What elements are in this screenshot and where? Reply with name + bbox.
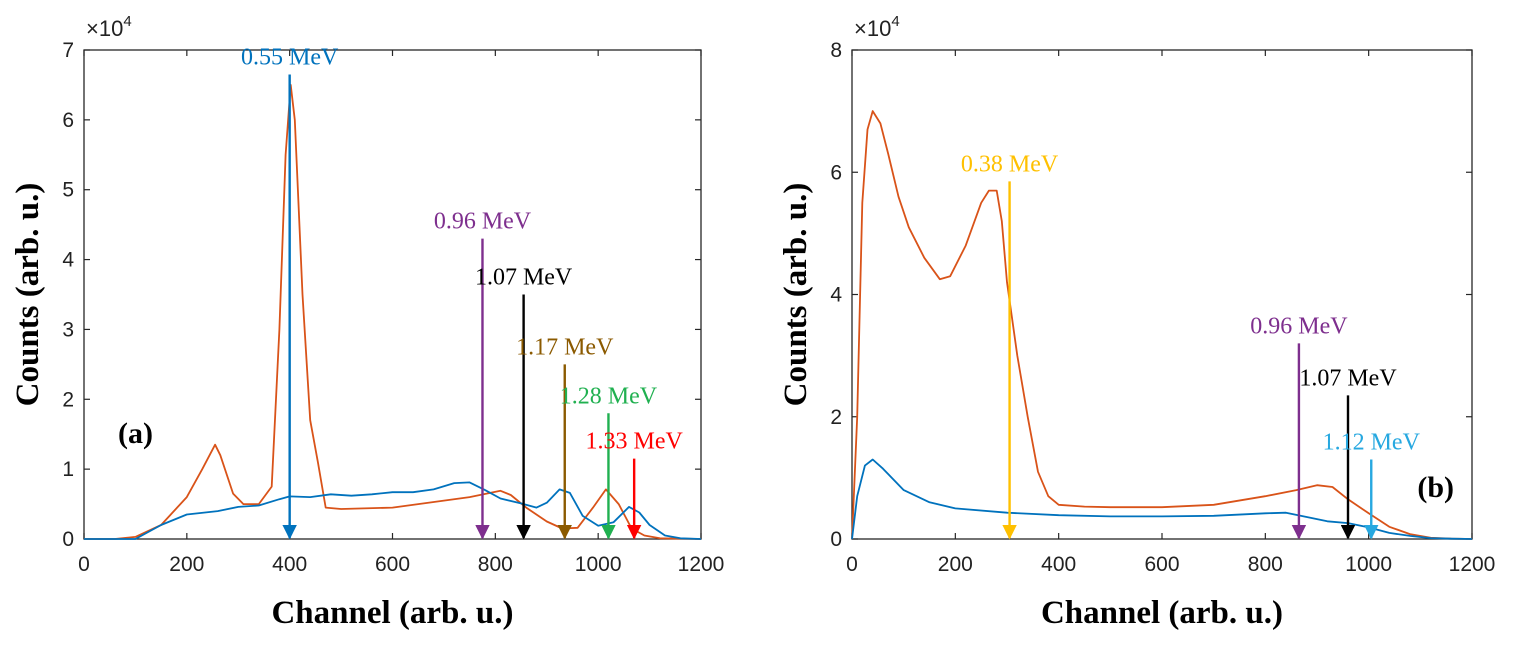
- y-tick-label: 7: [62, 39, 74, 62]
- series-line-orange: [84, 84, 702, 540]
- series-line-blue: [84, 481, 702, 540]
- panel-label: (a): [118, 417, 153, 450]
- x-tick-label: 600: [1144, 553, 1179, 576]
- annotation-label: 1.07 MeV: [475, 265, 573, 291]
- panel-label: (b): [1417, 471, 1454, 504]
- x-tick-label: 400: [272, 553, 307, 576]
- y-exponent-power: 4: [891, 13, 899, 30]
- y-tick-label: 3: [62, 318, 74, 341]
- x-tick-label: 1200: [678, 553, 725, 576]
- x-tick-label: 600: [375, 553, 410, 576]
- y-tick-label: 5: [62, 179, 74, 202]
- y-tick-label: 6: [830, 161, 842, 184]
- plot-frame: [851, 49, 1473, 540]
- x-axis-label: Channel (arb. u.): [271, 595, 513, 631]
- panel-a: 0 200 400 600 800 1000 120001234567×104Channel…: [10, 13, 724, 631]
- y-tick-label: 0: [62, 528, 74, 551]
- annotation-label: 1.33 MeV: [585, 429, 683, 455]
- y-tick-label: 2: [830, 406, 842, 429]
- annotation-label: 1.17 MeV: [516, 334, 614, 360]
- annotation-label: 0.96 MeV: [434, 209, 532, 235]
- y-tick-label: 4: [830, 284, 842, 307]
- x-tick-label: 400: [1041, 553, 1076, 576]
- y-tick-label: 8: [830, 39, 842, 62]
- series-line-orange: [851, 110, 1473, 540]
- annotation-label: 0.96 MeV: [1250, 313, 1348, 339]
- y-exponent-power: 4: [123, 13, 131, 30]
- y-exponent-base: ×10: [854, 16, 891, 41]
- y-exponent-base: ×10: [86, 16, 123, 41]
- x-tick-label: 1000: [1345, 553, 1392, 576]
- series-line-blue: [851, 458, 1473, 540]
- annotation-label: 0.38 MeV: [961, 151, 1059, 177]
- annotation-label: 1.28 MeV: [560, 383, 658, 409]
- y-tick-label: 0: [830, 528, 842, 551]
- y-tick-label: 6: [62, 109, 74, 132]
- y-tick-label: 1: [62, 458, 74, 481]
- y-tick-label: 4: [62, 249, 74, 272]
- x-tick-label: 0: [846, 553, 858, 576]
- annotation-label: 0.55 MeV: [241, 44, 339, 70]
- y-exponent-label: ×104: [86, 13, 132, 41]
- y-exponent-label: ×104: [854, 13, 900, 41]
- x-tick-label: 800: [478, 553, 513, 576]
- y-axis-label: Counts (arb. u.): [778, 183, 814, 407]
- x-tick-label: 200: [169, 553, 204, 576]
- x-axis-label: Channel (arb. u.): [1041, 595, 1283, 631]
- x-tick-label: 0: [78, 553, 90, 576]
- annotation-label: 1.12 MeV: [1323, 430, 1421, 456]
- x-tick-label: 1000: [575, 553, 622, 576]
- x-tick-label: 200: [938, 553, 973, 576]
- y-tick-label: 2: [62, 388, 74, 411]
- y-axis-label: Counts (arb. u.): [10, 183, 46, 407]
- annotation-label: 1.07 MeV: [1299, 365, 1397, 391]
- x-tick-label: 1200: [1449, 553, 1496, 576]
- x-tick-label: 800: [1248, 553, 1283, 576]
